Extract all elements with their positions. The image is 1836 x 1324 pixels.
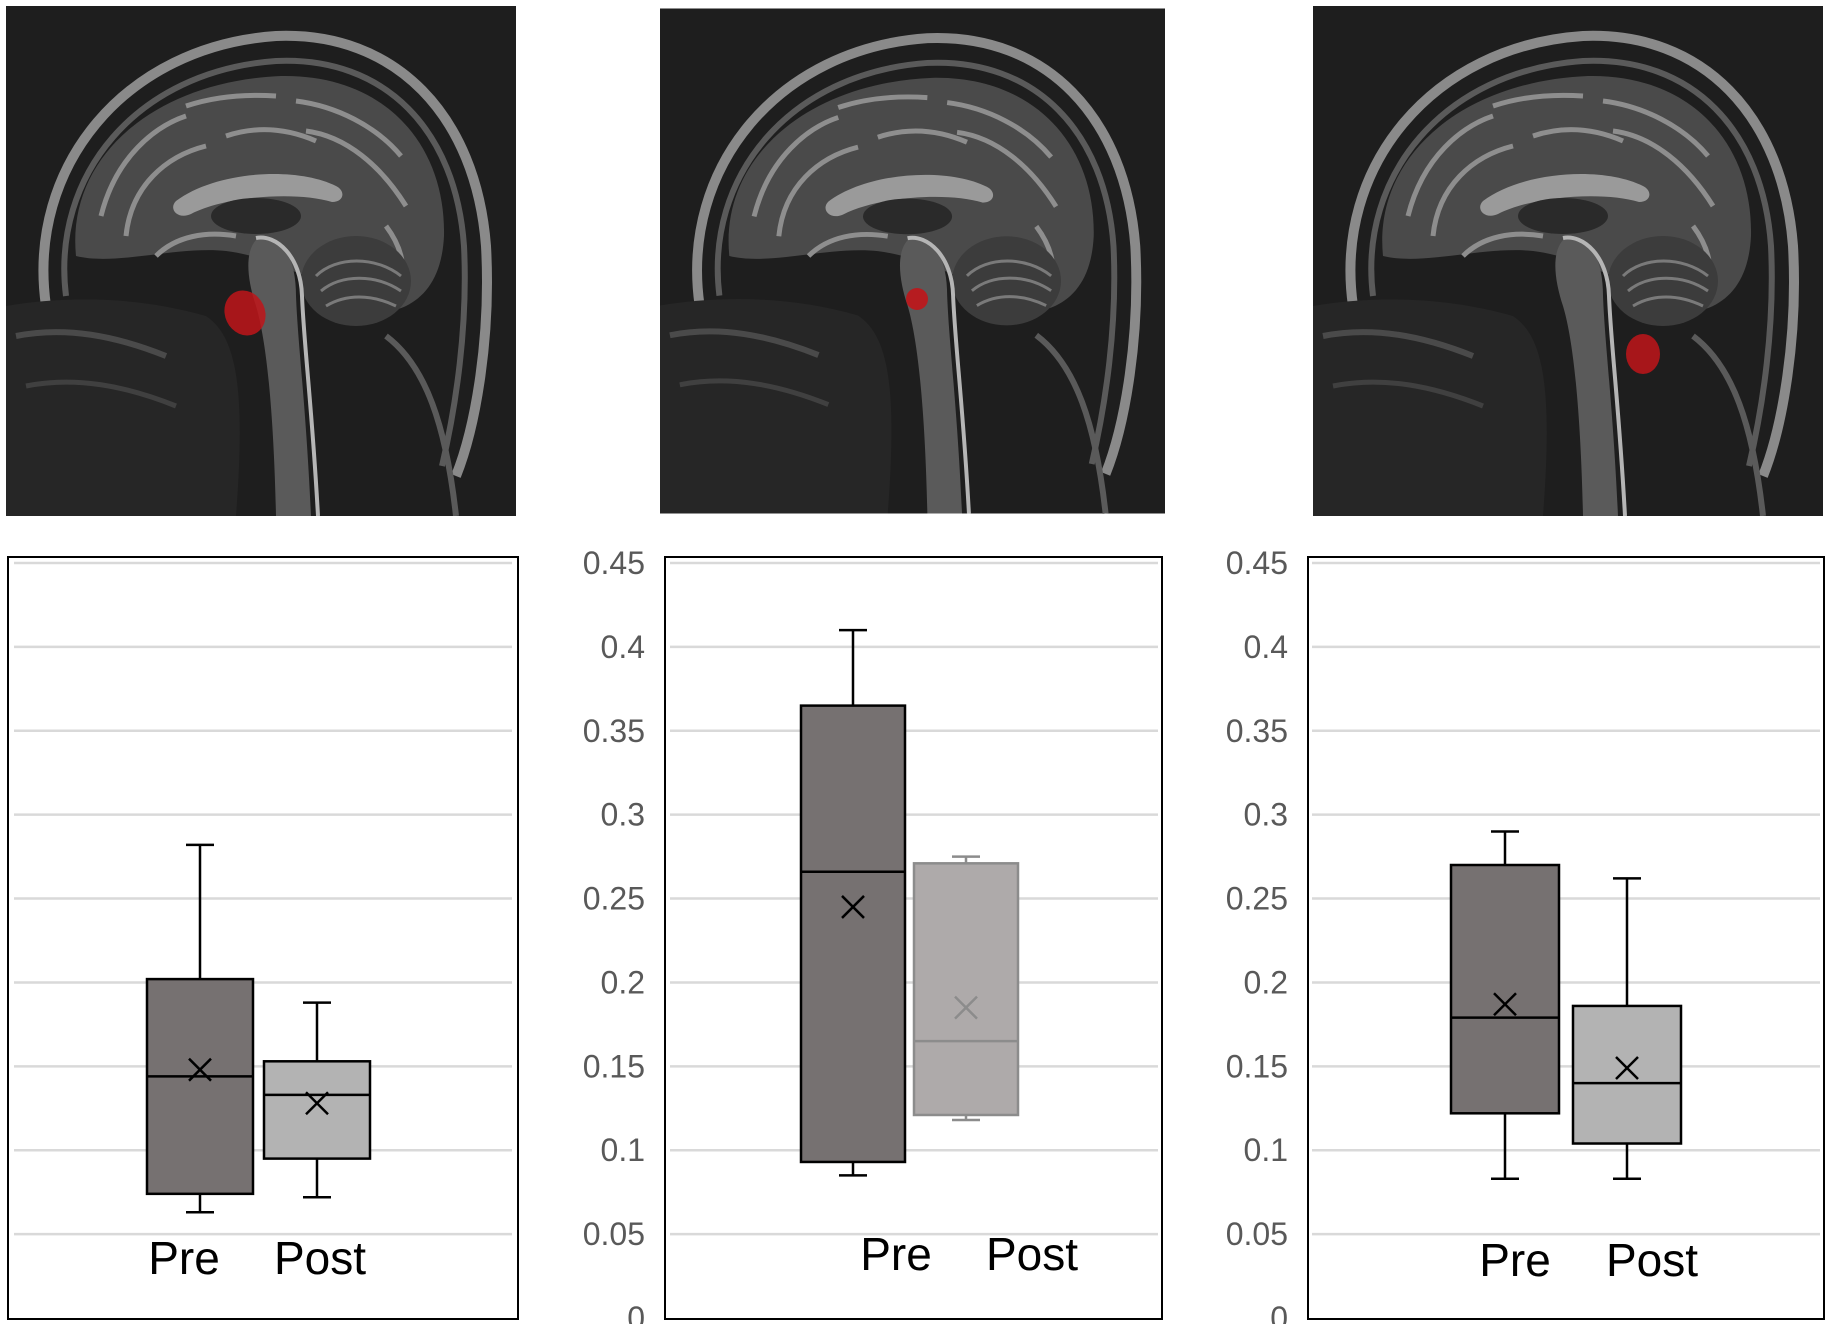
y-tick-label: 0.15: [1226, 1048, 1288, 1084]
mri-panel-1: [6, 6, 516, 516]
category-label-pre: Pre: [148, 1232, 220, 1284]
roi-marker: [1626, 334, 1660, 374]
mri-panel-2: [660, 9, 1165, 514]
mean-marker: [1615, 1056, 1639, 1080]
mean-marker: [954, 995, 978, 1020]
box-plot-middle: 0 0.05 0.1 0.15 0.2 0.25 0.3 0.35 0.4 0.45 Pre Post: [583, 545, 1163, 1324]
chart-frame: [664, 556, 1163, 1320]
y-tick-label: 0.15: [583, 1048, 645, 1084]
y-tick-label: 0.3: [601, 797, 645, 833]
iqr-box: [1449, 863, 1561, 1115]
y-tick-label: 0.1: [1244, 1132, 1288, 1168]
pre-box: [799, 628, 907, 1177]
y-tick-label: 0.25: [1226, 881, 1288, 917]
mean-marker: [188, 1057, 212, 1082]
y-tick-label: 0.4: [1244, 629, 1288, 665]
y-tick-label: 0.3: [1244, 797, 1288, 833]
iqr-box: [1571, 1004, 1683, 1145]
box-plot-right: 0 0.05 0.1 0.15 0.2 0.25 0.3 0.35 0.4 0.45 Pre Post: [1226, 545, 1825, 1324]
category-label-post: Post: [1606, 1234, 1698, 1286]
y-tick-label: 0.45: [1226, 545, 1288, 581]
roi-marker: [224, 290, 266, 336]
post-box: [1571, 877, 1683, 1180]
y-tick-label: 0.25: [583, 881, 645, 917]
y-tick-label: 0.05: [583, 1216, 645, 1252]
y-tick-label: 0.05: [1226, 1216, 1288, 1252]
y-tick-label: 0.1: [601, 1132, 645, 1168]
mean-marker: [841, 895, 865, 919]
mri-panel-3: [1313, 6, 1823, 516]
post-box: [912, 855, 1020, 1122]
y-tick-label: 0.2: [601, 964, 645, 1000]
y-tick-label: 0: [1270, 1300, 1288, 1324]
post-box: [262, 1001, 372, 1199]
y-tick-label: 0.35: [583, 713, 645, 749]
box-plot-left: Pre Post: [7, 556, 519, 1320]
iqr-box: [145, 977, 255, 1196]
y-tick-label: 0.2: [1244, 964, 1288, 1000]
iqr-box: [262, 1060, 372, 1160]
pre-box: [1449, 830, 1561, 1180]
roi-marker: [906, 288, 928, 310]
chart-frame: [7, 556, 519, 1320]
iqr-box: [912, 862, 1020, 1117]
y-tick-label: 0.45: [583, 545, 645, 581]
chart-frame: [1307, 556, 1825, 1320]
y-tick-label: 0: [627, 1300, 645, 1324]
category-label-pre: Pre: [1479, 1234, 1551, 1286]
y-tick-label: 0.35: [1226, 713, 1288, 749]
category-label-post: Post: [986, 1228, 1078, 1280]
y-tick-label: 0.4: [601, 629, 645, 665]
category-label-pre: Pre: [860, 1228, 932, 1280]
pre-box: [145, 843, 255, 1214]
mean-marker: [305, 1091, 329, 1116]
iqr-box: [799, 704, 907, 1164]
mean-marker: [1493, 992, 1517, 1017]
category-label-post: Post: [274, 1232, 366, 1284]
